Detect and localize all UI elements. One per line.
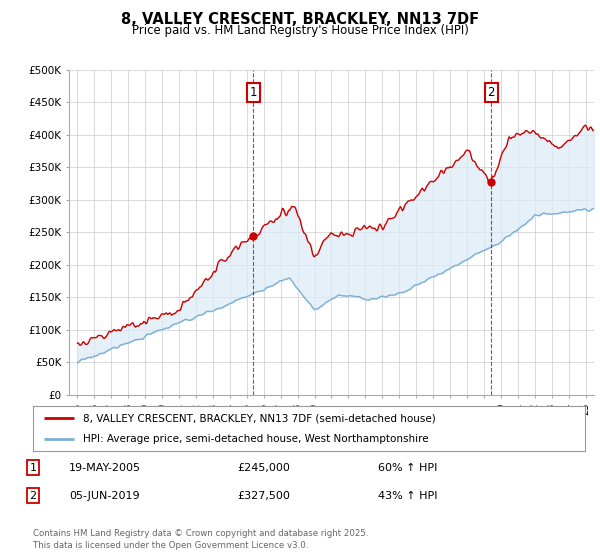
- Text: 2: 2: [29, 491, 37, 501]
- Text: HPI: Average price, semi-detached house, West Northamptonshire: HPI: Average price, semi-detached house,…: [83, 433, 428, 444]
- Text: 60% ↑ HPI: 60% ↑ HPI: [379, 463, 437, 473]
- Text: 19-MAY-2005: 19-MAY-2005: [69, 463, 141, 473]
- Text: 43% ↑ HPI: 43% ↑ HPI: [378, 491, 438, 501]
- Text: 1: 1: [250, 86, 257, 99]
- Text: £327,500: £327,500: [238, 491, 290, 501]
- Text: £245,000: £245,000: [238, 463, 290, 473]
- Text: 2: 2: [487, 86, 495, 99]
- Text: 1: 1: [29, 463, 37, 473]
- Text: 8, VALLEY CRESCENT, BRACKLEY, NN13 7DF (semi-detached house): 8, VALLEY CRESCENT, BRACKLEY, NN13 7DF (…: [83, 413, 436, 423]
- Text: 8, VALLEY CRESCENT, BRACKLEY, NN13 7DF: 8, VALLEY CRESCENT, BRACKLEY, NN13 7DF: [121, 12, 479, 27]
- Text: Price paid vs. HM Land Registry's House Price Index (HPI): Price paid vs. HM Land Registry's House …: [131, 24, 469, 36]
- Text: Contains HM Land Registry data © Crown copyright and database right 2025.
This d: Contains HM Land Registry data © Crown c…: [33, 529, 368, 550]
- Text: 05-JUN-2019: 05-JUN-2019: [70, 491, 140, 501]
